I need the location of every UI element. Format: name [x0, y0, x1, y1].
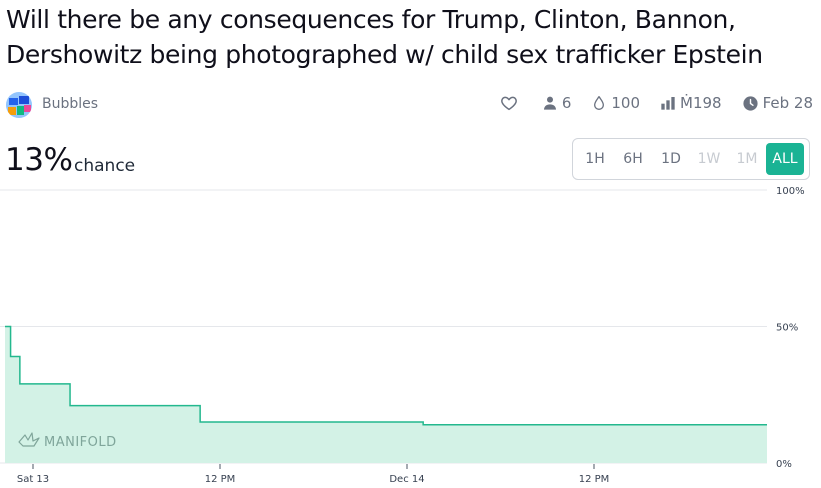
user-icon — [543, 96, 556, 110]
x-tick-label: 12 PM — [579, 474, 610, 485]
market-title: Will there be any consequences for Trump… — [6, 5, 763, 69]
y-tick-label: 50% — [776, 323, 798, 334]
creator-name[interactable]: Bubbles — [42, 96, 99, 112]
range-1w-button[interactable]: 1W — [697, 151, 721, 167]
clock-icon — [742, 95, 758, 111]
watermark-text: MANIFOLD — [44, 435, 117, 450]
y-tick-label: 0% — [776, 459, 792, 470]
y-tick-label: 100% — [776, 186, 805, 197]
manifold-watermark: MANIFOLD — [18, 432, 117, 450]
market-meta-row: Bubbles 6 100 Ṁ198 — [6, 91, 813, 119]
liquidity-value: 100 — [611, 94, 640, 112]
like-button[interactable] — [500, 94, 522, 112]
crane-logo-icon — [18, 432, 40, 447]
x-tick-label: Dec 14 — [389, 474, 424, 485]
range-6h-button[interactable]: 6H — [623, 151, 643, 167]
range-1h-button[interactable]: 1H — [585, 151, 605, 167]
liquidity-stat[interactable]: 100 — [591, 94, 640, 112]
droplet-icon — [594, 96, 605, 110]
range-1d-button[interactable]: 1D — [661, 151, 681, 167]
x-axis-ticks: Sat 13 12 PM Dec 14 12 PM — [17, 464, 609, 485]
heart-icon — [500, 96, 517, 111]
bar-chart-icon — [661, 97, 675, 110]
x-tick-label: Sat 13 — [17, 474, 49, 485]
x-tick-label: 12 PM — [205, 474, 236, 485]
series-area-fill — [5, 326, 767, 463]
market-stats: 6 100 Ṁ198 Feb 28 — [480, 94, 813, 112]
series-line — [5, 325, 767, 426]
close-date-stat[interactable]: Feb 28 — [742, 94, 813, 112]
avatar-image — [6, 92, 32, 118]
traders-count: 6 — [561, 94, 572, 112]
close-date: Feb 28 — [762, 94, 813, 112]
probability-chart[interactable]: MANIFOLD Sat 13 12 PM Dec 14 12 PM 100% 50% 0… — [0, 182, 821, 488]
y-axis-ticks: 100% 50% 0% — [776, 186, 805, 470]
chart-area-layer — [5, 325, 767, 463]
range-all-button[interactable]: ALL — [766, 143, 804, 175]
volume-value: Ṁ198 — [680, 94, 722, 112]
range-1m-button[interactable]: 1M — [736, 151, 758, 167]
probability-value: 13% — [5, 142, 73, 178]
time-range-selector: 1H 6H 1D 1W 1M ALL — [572, 138, 810, 180]
traders-stat[interactable]: 6 — [542, 94, 572, 112]
probability-label: chance — [74, 156, 136, 176]
volume-stat[interactable]: Ṁ198 — [660, 94, 722, 112]
avatar[interactable] — [6, 92, 32, 118]
